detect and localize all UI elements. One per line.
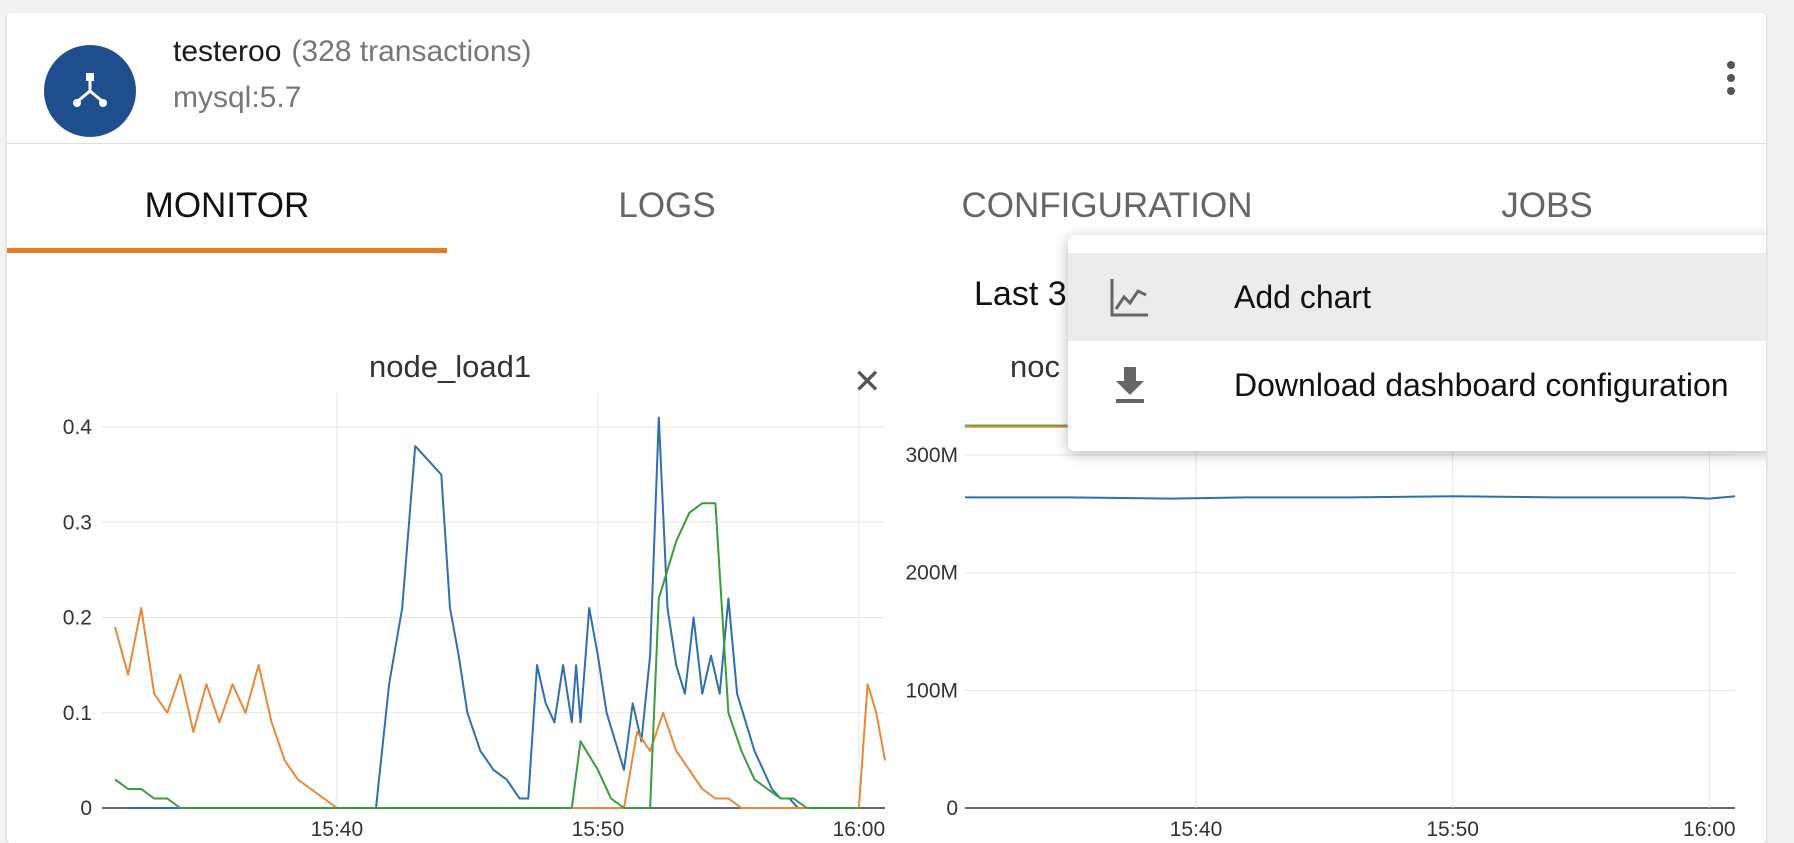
fork-icon <box>73 73 107 107</box>
service-image: mysql:5.7 <box>173 81 302 114</box>
undefined <box>114 607 886 809</box>
undefined <box>965 495 1736 500</box>
y-tick-label: 100M <box>905 679 958 702</box>
menu-item-add-chart[interactable]: Add chart <box>1068 253 1766 341</box>
service-card: testeroo (328 transactions) mysql:5.7 MON… <box>7 13 1766 843</box>
tab-configuration[interactable]: CONFIGURATION <box>961 186 1253 225</box>
y-tick-label: 300M <box>905 444 958 467</box>
active-tab-indicator <box>7 248 447 253</box>
menu-item-download-config[interactable]: Download dashboard configuration <box>1068 341 1766 429</box>
y-tick-label: 0 <box>946 797 958 820</box>
close-chart-icon[interactable]: ✕ <box>853 363 882 401</box>
service-name: testeroo <box>173 35 282 68</box>
kebab-dot-icon <box>1727 61 1735 69</box>
undefined <box>128 416 859 809</box>
tab-monitor[interactable]: MONITOR <box>144 186 310 225</box>
chart-title-second: noc <box>1010 349 1060 384</box>
y-tick-label: 0.1 <box>63 702 92 725</box>
dashboard-options-menu: Add chart Download dashboard configurati… <box>1068 235 1766 451</box>
chart-icon <box>1110 279 1148 317</box>
menu-label-download-config: Download dashboard configuration <box>1234 367 1729 403</box>
y-tick-label: 0.2 <box>63 607 92 630</box>
kebab-dot-icon <box>1727 74 1735 82</box>
chart-title-node-load1: node_load1 <box>369 349 532 384</box>
more-menu-button[interactable] <box>1722 57 1740 97</box>
tab-jobs[interactable]: JOBS <box>1501 186 1593 225</box>
y-tick-label: 0 <box>80 797 92 820</box>
tab-logs[interactable]: LOGS <box>618 186 716 225</box>
download-icon <box>1116 367 1144 403</box>
kebab-dot-icon <box>1727 87 1735 95</box>
y-tick-label: 200M <box>905 562 958 585</box>
service-avatar <box>44 45 136 137</box>
time-range-label[interactable]: Last 3 <box>974 275 1067 313</box>
service-title: testeroo (328 transactions) <box>173 35 532 69</box>
undefined <box>114 502 859 809</box>
service-header: testeroo (328 transactions) mysql:5.7 <box>7 13 1766 144</box>
transaction-count: (328 transactions) <box>291 35 532 68</box>
y-tick-label: 0.3 <box>63 511 92 534</box>
menu-label-add-chart: Add chart <box>1234 279 1371 315</box>
y-tick-label: 0.4 <box>63 416 93 439</box>
tab-bar: MONITOR LOGS CONFIGURATION JOBS <box>7 144 1766 254</box>
chart-node-load1: 00.10.20.30.415:40 15:50 16:00 <box>63 393 886 841</box>
